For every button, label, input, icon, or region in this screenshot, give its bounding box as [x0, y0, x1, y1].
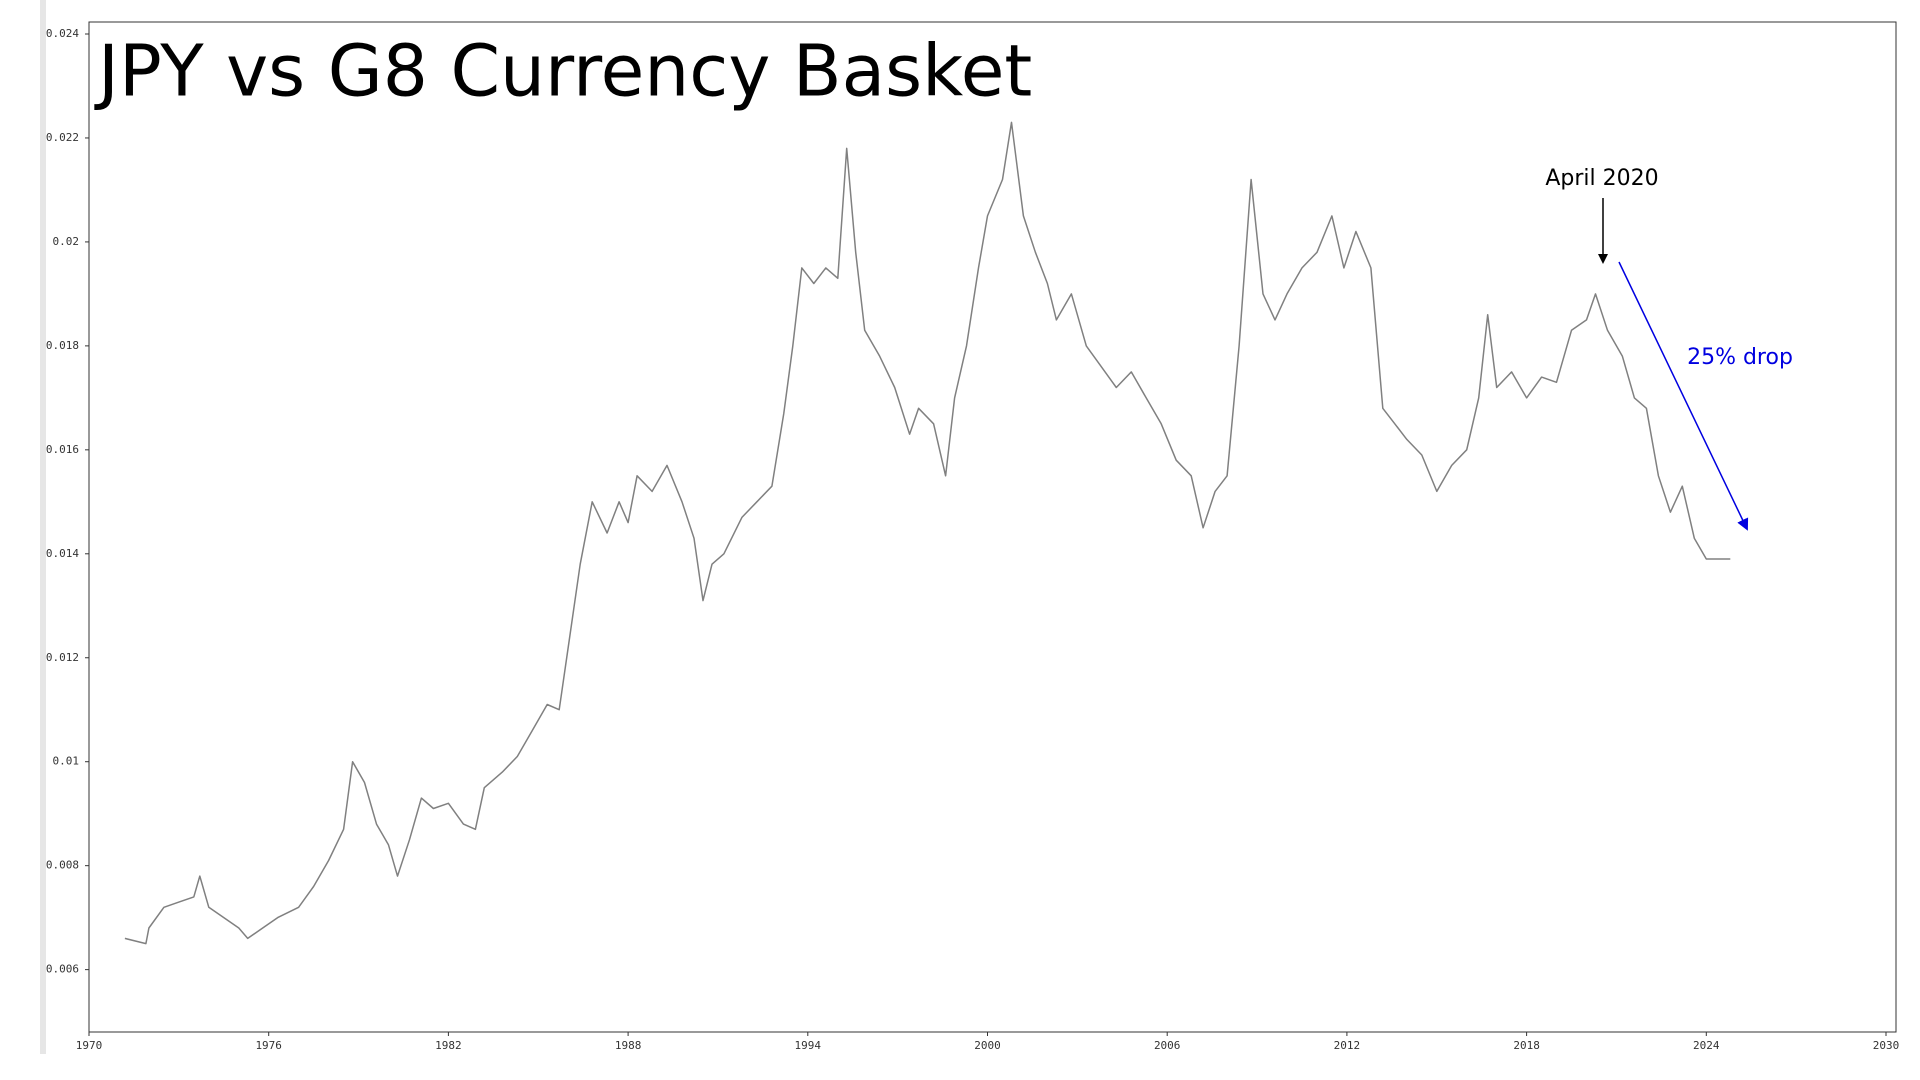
y-tick-label: 0.01	[53, 755, 80, 768]
y-tick-label: 0.014	[46, 547, 79, 560]
x-tick-label: 1970	[76, 1039, 103, 1052]
x-tick-label: 2006	[1154, 1039, 1181, 1052]
annotation: April 2020	[1545, 166, 1658, 191]
chart-title: JPY vs G8 Currency Basket	[94, 30, 1032, 113]
x-tick-label: 1976	[255, 1039, 282, 1052]
x-tick-label: 2024	[1693, 1039, 1720, 1052]
y-tick-label: 0.008	[46, 859, 79, 872]
plot-frame	[88, 21, 1897, 1033]
x-tick-label: 2030	[1873, 1039, 1900, 1052]
x-tick-label: 2012	[1334, 1039, 1361, 1052]
side-bar	[40, 0, 46, 1054]
y-tick-label: 0.022	[46, 131, 79, 144]
x-tick-label: 1994	[795, 1039, 822, 1052]
y-tick-label: 0.006	[46, 963, 79, 976]
y-tick-label: 0.018	[46, 339, 79, 352]
x-tick-label: 1982	[435, 1039, 462, 1052]
x-tick-label: 2018	[1513, 1039, 1540, 1052]
drop-arrow	[1618, 261, 1749, 531]
y-tick-label: 0.012	[46, 651, 79, 664]
x-tick-label: 1988	[615, 1039, 642, 1052]
y-tick-label: 0.02	[53, 235, 80, 248]
x-tick-label: 2000	[974, 1039, 1001, 1052]
y-tick-label: 0.024	[46, 27, 79, 40]
annotation: 25% drop	[1687, 345, 1793, 370]
y-tick-label: 0.016	[46, 443, 79, 456]
series-line	[124, 121, 1731, 945]
